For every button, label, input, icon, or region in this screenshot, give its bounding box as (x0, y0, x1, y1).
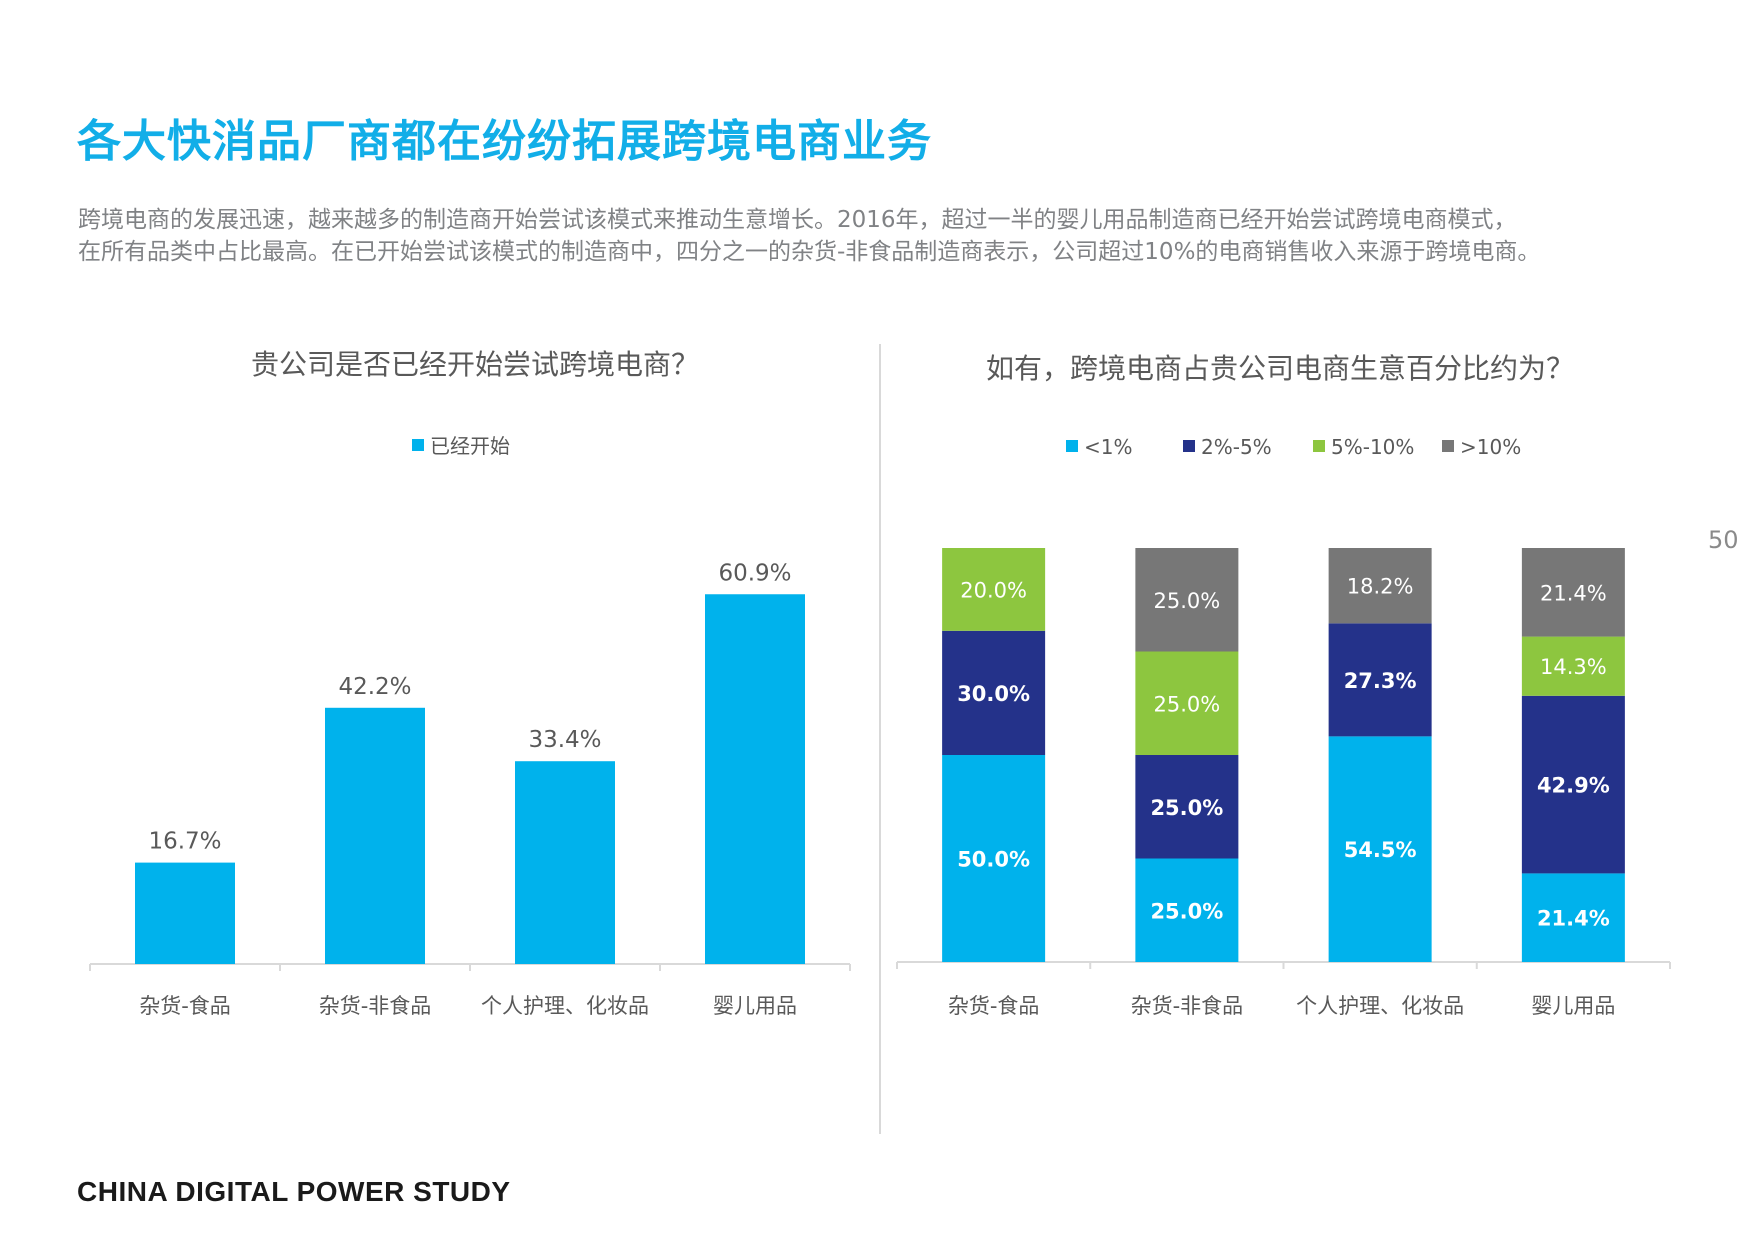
legend-label: 5%-10% (1331, 435, 1414, 459)
bar-4 (705, 594, 805, 964)
chart-cross-border-share: 如有，跨境电商占贵公司电商生意百分比约为？ <1% 2%-5% 5%-10% >10% 5… (896, 352, 1671, 1018)
stack-segment (1135, 548, 1239, 652)
stack-segment (1521, 873, 1625, 962)
legend-swatch (1183, 440, 1195, 452)
subtitle-line-1: 跨境电商的发展迅速，越来越多的制造商开始尝试该模式来推动生意增长。2016年，超… (78, 207, 1517, 233)
stack-segment (1135, 755, 1239, 859)
value-label: 60.9% (718, 560, 791, 586)
stack-segment (1521, 548, 1625, 637)
category-label: 个人护理、化妆品 (1296, 994, 1464, 1018)
category-label: 婴儿用品 (1531, 994, 1615, 1018)
legend-swatch (1066, 440, 1078, 452)
segment-label: 42.9% (1537, 774, 1610, 798)
legend-label: <1% (1084, 435, 1133, 459)
segment-label: 21.4% (1537, 907, 1610, 931)
segment-label: 25.0% (1154, 692, 1221, 716)
segment-label: 18.2% (1347, 575, 1414, 599)
chart-title: 贵公司是否已经开始尝试跨境电商？ (251, 348, 699, 381)
footer-brand: CHINA DIGITAL POWER STUDY (77, 1176, 511, 1207)
value-label: 16.7% (148, 829, 221, 855)
category-label: 杂货-非食品 (319, 994, 432, 1018)
bar-2 (325, 707, 425, 964)
value-label: 42.2% (338, 674, 411, 700)
category-label: 个人护理、化妆品 (481, 994, 649, 1018)
chart-title: 如有，跨境电商占贵公司电商生意百分比约为？ (986, 352, 1574, 385)
category-label: 婴儿用品 (713, 994, 797, 1018)
stack-segment (1328, 736, 1432, 962)
stack-segment (1328, 623, 1432, 737)
legend-swatch (412, 439, 424, 451)
category-label: 杂货-食品 (139, 994, 231, 1018)
segment-label: 25.0% (1154, 589, 1221, 613)
legend-swatch (1442, 440, 1454, 452)
segment-label: 50.0% (957, 848, 1030, 872)
page-title: 各大快消品厂商都在纷纷拓展跨境电商业务 (77, 116, 932, 167)
segment-label: 30.0% (957, 682, 1030, 706)
chart-started-cross-border: 贵公司是否已经开始尝试跨境电商？ 已经开始 16.7% 杂货-食品 42.2% 杂货-非食… (89, 348, 851, 1018)
segment-label: 25.0% (1150, 796, 1223, 820)
segment-label: 54.5% (1344, 838, 1417, 862)
stack-segment (942, 548, 1046, 631)
subtitle-line-2: 在所有品类中占比最高。在已开始尝试该模式的制造商中，四分之一的杂货-非食品制造商… (78, 239, 1541, 265)
segment-label: 21.4% (1540, 581, 1607, 605)
legend-label: 2%-5% (1201, 435, 1272, 459)
chart-divider (879, 344, 881, 1134)
category-label: 杂货-非食品 (1131, 994, 1244, 1018)
stack-segment (942, 630, 1046, 755)
segment-label: 25.0% (1150, 899, 1223, 923)
segment-label: 27.3% (1344, 669, 1417, 693)
value-label: 33.4% (528, 727, 601, 753)
bar-3 (515, 761, 615, 964)
stack-segment (1135, 651, 1239, 755)
stack-segment (942, 755, 1046, 962)
stack-segment (1521, 636, 1625, 696)
segment-label: 20.0% (960, 578, 1027, 602)
page-subtitle: 跨境电商的发展迅速，越来越多的制造商开始尝试该模式来推动生意增长。2016年，超… (78, 204, 1698, 268)
bar-1 (135, 862, 235, 964)
legend-swatch (1313, 440, 1325, 452)
page-number: 50 (1708, 526, 1739, 554)
legend-label: 已经开始 (430, 434, 510, 458)
stack-segment (1135, 858, 1239, 962)
legend-label: >10% (1460, 435, 1521, 459)
segment-label: 14.3% (1540, 655, 1607, 679)
stack-segment (1521, 695, 1625, 874)
category-label: 杂货-食品 (948, 994, 1040, 1018)
stack-segment (1328, 548, 1432, 624)
